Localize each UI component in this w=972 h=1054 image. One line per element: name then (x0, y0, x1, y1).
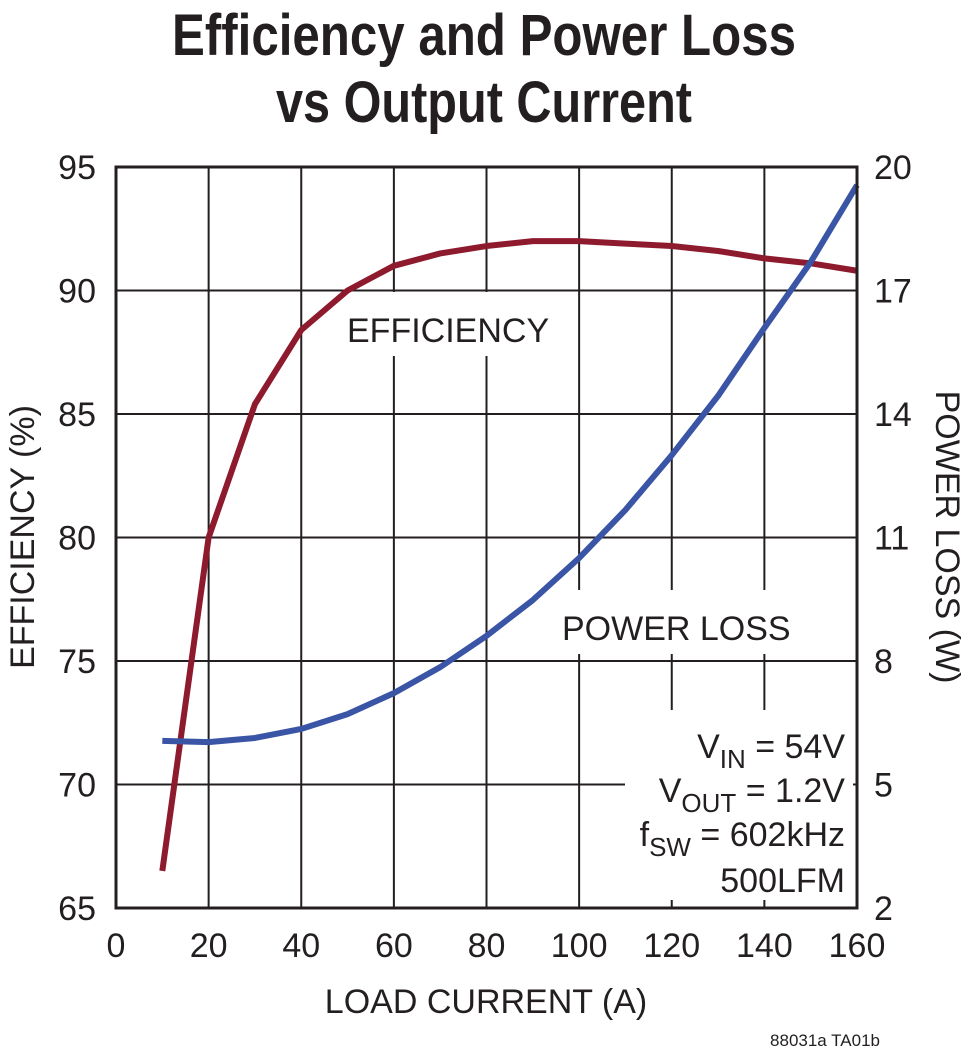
x-tick-label: 40 (282, 927, 320, 965)
vout-annotation: VOUT = 1.2V (659, 772, 846, 818)
chart-title-line1: Efficiency and Power Loss (172, 3, 796, 68)
power-loss-line (162, 183, 860, 746)
x-tick-label: 0 (107, 927, 126, 965)
grid (115, 166, 858, 909)
y-tick-label: 90 (58, 273, 96, 311)
efficiency-label: EFFICIENCY (347, 312, 549, 350)
y2-tick-label: 11 (874, 520, 909, 558)
vin-annotation: VIN = 54V (697, 728, 845, 774)
y2-tick-label: 5 (874, 767, 893, 805)
x-tick-label: 80 (468, 927, 506, 965)
tick-labels: 0 20 40 60 80 100 120 140 160 65 70 75 80 85 90 95 2 5 8 11… (58, 149, 912, 965)
y2-tick-label: 2 (874, 890, 893, 928)
airflow-annotation: 500LFM (720, 862, 845, 900)
y-tick-label: 80 (58, 520, 96, 558)
power-loss-label: POWER LOSS (562, 610, 791, 648)
y2-tick-label: 20 (874, 149, 912, 187)
y-tick-label: 65 (58, 890, 96, 928)
y-tick-label: 70 (58, 767, 96, 805)
y-tick-label: 95 (58, 149, 96, 187)
x-tick-label: 120 (643, 927, 700, 965)
y-axis-label: EFFICIENCY (%) (4, 405, 42, 669)
y2-tick-label: 14 (874, 396, 912, 434)
x-tick-label: 60 (375, 927, 413, 965)
efficiency-label-bg (340, 292, 540, 356)
figure-id: 88031a TA01b (770, 1031, 880, 1050)
y2-tick-label: 17 (874, 273, 912, 311)
x-tick-label: 20 (190, 927, 228, 965)
plot-frame (114, 165, 859, 910)
x-tick-label: 160 (829, 927, 886, 965)
series-lines (159, 183, 860, 872)
y-tick-label: 85 (58, 396, 96, 434)
efficiency-line (159, 238, 858, 872)
y2-tick-label: 8 (874, 643, 893, 681)
power-loss-label-bg (548, 590, 788, 654)
x-tick-label: 100 (551, 927, 608, 965)
y2-axis-label: POWER LOSS (W) (928, 391, 966, 684)
conditions-bg (625, 710, 853, 900)
x-axis-label: LOAD CURRENT (A) (325, 983, 647, 1021)
conditions-annotation: VIN = 54V VOUT = 1.2V fSW = 602kHz 500LF… (640, 728, 846, 900)
x-tick-label: 140 (736, 927, 793, 965)
chart-title-line2: vs Output Current (276, 70, 692, 135)
y-tick-label: 75 (58, 643, 96, 681)
fsw-annotation: fSW = 602kHz (640, 816, 845, 862)
